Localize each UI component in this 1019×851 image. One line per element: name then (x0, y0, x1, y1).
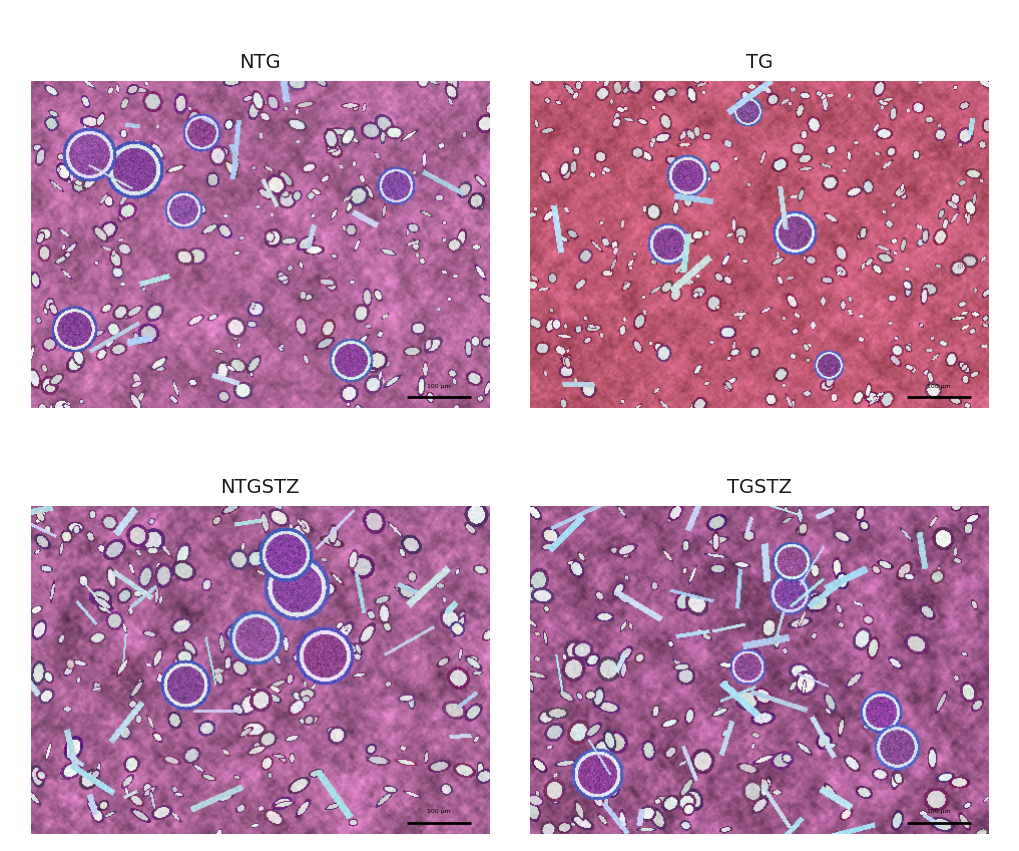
Text: TGSTZ: TGSTZ (727, 478, 792, 497)
Text: 100 μm: 100 μm (926, 384, 950, 389)
Text: 100 μm: 100 μm (427, 809, 450, 814)
Text: 100 μm: 100 μm (926, 809, 950, 814)
Text: NTG: NTG (239, 53, 280, 71)
Text: NTGSTZ: NTGSTZ (220, 478, 300, 497)
Text: TG: TG (746, 53, 772, 71)
Text: 100 μm: 100 μm (427, 384, 450, 389)
